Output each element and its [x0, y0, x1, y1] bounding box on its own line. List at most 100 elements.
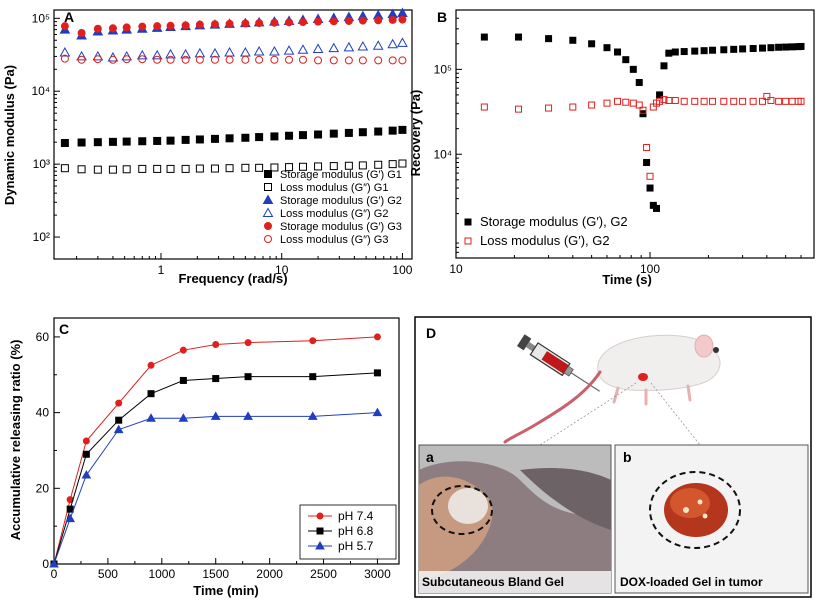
panel-a-point — [108, 55, 117, 64]
panel-c-point — [146, 413, 156, 422]
panel-c-point — [113, 424, 124, 434]
panel-b-point — [788, 43, 796, 51]
panel-c-legend-box — [299, 504, 397, 560]
panel-d-letter: D — [426, 325, 436, 341]
panel-b-point — [797, 42, 805, 50]
panel-a-point — [329, 17, 338, 26]
panel-c-plot-frame — [53, 317, 400, 565]
panel-a-point — [195, 164, 204, 173]
panel-a-point — [225, 19, 234, 28]
panel-a-point — [210, 164, 219, 173]
panel-b-point — [643, 144, 651, 152]
panel-b-point — [730, 45, 738, 53]
panel-b-xlabel: Time (s) — [602, 272, 652, 287]
panel-c-point — [147, 390, 155, 398]
panel-c-point — [244, 373, 252, 381]
panel-c-legend-label: pH 5.7 — [338, 539, 374, 553]
panel-a-point — [138, 55, 147, 64]
panel-b-point — [622, 98, 630, 106]
panel-a-point — [374, 160, 383, 169]
panel-b-point — [515, 105, 523, 113]
panel-a-point — [255, 163, 264, 172]
panel-a-point — [225, 55, 234, 64]
panel-b-point — [629, 65, 637, 73]
panel-c-point — [244, 339, 252, 347]
panel-c-marks — [49, 333, 383, 568]
panel-b-ytick-label: 10⁴ — [433, 147, 452, 161]
panel-a-letter: A — [64, 9, 74, 25]
panel-b-point — [797, 97, 805, 105]
panel-a-legend-label: Loss modulus (G″) G1 — [280, 182, 388, 194]
panel-a-legend-label: Storage modulus (G′) G2 — [280, 195, 402, 207]
panel-c-xtick-label: 500 — [98, 567, 118, 581]
panel-c-legend: pH 7.4pH 6.8pH 5.7 — [299, 504, 397, 560]
panel-c-point — [309, 373, 317, 381]
panel-a-point — [270, 18, 279, 27]
panel-b-legend-label: Loss modulus (G′), G2 — [480, 233, 610, 248]
panel-a-legend-label: Loss modulus (G″) G2 — [280, 208, 388, 220]
panel-a-point — [397, 37, 408, 47]
panel-a-point — [358, 161, 367, 170]
panel-b-point — [739, 97, 747, 105]
panel-b-point — [691, 97, 699, 105]
tumor-highlight-circle — [649, 471, 741, 549]
panel-a-ytick-label: 10² — [33, 230, 50, 244]
panel-a-point — [374, 16, 383, 25]
panel-c-xlabel: Time (min) — [193, 583, 259, 598]
panel-a-point — [241, 19, 250, 28]
panel-a-point — [329, 129, 338, 138]
panel-a-legend-marker — [264, 235, 272, 243]
panel-b-point — [643, 158, 651, 166]
panel-a-point — [372, 40, 384, 50]
panel-b-point — [545, 104, 553, 112]
panel-a-point — [151, 49, 163, 60]
panel-a-point — [138, 137, 147, 146]
panel-b-point — [671, 96, 679, 104]
panel-b-point — [545, 35, 553, 43]
panel-a-point — [358, 56, 367, 65]
panel-a-point — [285, 18, 294, 27]
panel-a-point — [314, 130, 323, 139]
syringe-illustration — [516, 334, 600, 392]
panel-b-point — [639, 106, 647, 114]
panel-c-xtick-label: 2000 — [256, 567, 283, 581]
panel-c-point — [115, 399, 123, 407]
panel-b-point — [680, 48, 688, 56]
panel-b-point — [622, 56, 630, 64]
panel-c-ticks: 0 500 1000 1500 2000 2500 3000 0 20 40 60 — [36, 330, 391, 581]
panel-c-xtick-label: 1000 — [148, 567, 175, 581]
panel-c-point — [115, 416, 123, 424]
panel-a-legend-label: Storage modulus (G′) G1 — [280, 169, 402, 181]
panel-b-point — [788, 97, 796, 105]
panel-b-point — [603, 99, 611, 107]
panel-b-point — [730, 97, 738, 105]
panel-b-letter: B — [437, 9, 447, 25]
panel-a-point — [93, 24, 102, 33]
panel-c-point — [179, 376, 187, 384]
panel-b-point — [749, 97, 757, 105]
panel-c-ytick-label: 0 — [42, 557, 49, 571]
panel-a-point — [225, 164, 234, 173]
panel-a-point — [138, 22, 147, 31]
panel-b-point — [660, 62, 668, 70]
panel-b-point — [700, 97, 708, 105]
panel-a-point — [314, 162, 323, 171]
panel-b-point — [775, 97, 783, 105]
panel-b-point — [639, 110, 647, 118]
panel-b-point — [709, 97, 717, 105]
panel-a-legend-marker — [262, 194, 274, 204]
panel-a-point — [314, 17, 323, 26]
panel-a-point — [210, 55, 219, 64]
panel-a-point — [180, 48, 191, 59]
panel-a-point — [108, 137, 117, 146]
panel-a-point — [285, 131, 294, 140]
panel-a-point — [122, 23, 131, 32]
panel-b-chart: B 10 100 10⁴ 10⁵ Time (s) Recovery (Pa) Sto… — [408, 9, 815, 287]
panel-a-point — [240, 46, 251, 57]
panel-b-point — [759, 97, 767, 105]
panel-a-xlabel: Frequency (rad/s) — [178, 271, 287, 286]
panel-a-point — [344, 56, 353, 65]
panel-b-point — [782, 97, 790, 105]
photo-tumor-gel: b DOX-loaded Gel in tumor — [614, 444, 809, 594]
panel-c-xtick-label: 2500 — [310, 567, 337, 581]
